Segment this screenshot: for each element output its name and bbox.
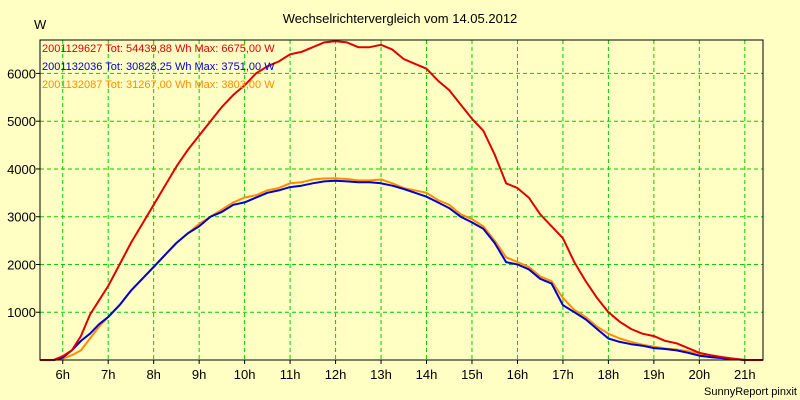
chart-title: Wechselrichtervergleich vom 14.05.2012	[283, 11, 518, 26]
legend: 2001129627 Tot: 54439,88 Wh Max: 6675,00…	[42, 43, 275, 91]
series-line	[40, 179, 763, 361]
axis-ticks: 6h 7h 8h 9h 10h 11h 12h 13h 14h 15h 16h 17h 18h 19h 20…	[7, 66, 756, 382]
grid-lines	[40, 40, 763, 360]
x-tick-label: 19h	[643, 367, 665, 382]
x-tick-label: 17h	[552, 367, 574, 382]
legend-entry: 2001132087 Tot: 31267,00 Wh Max: 3803,00…	[42, 79, 275, 91]
x-tick-label: 13h	[370, 367, 392, 382]
y-tick-label: 4000	[7, 162, 36, 177]
series-lines	[40, 40, 763, 361]
y-tick-label: 2000	[7, 257, 36, 272]
x-tick-label: 14h	[416, 367, 438, 382]
y-tick-label: 6000	[7, 66, 36, 81]
legend-entry: 2001129627 Tot: 54439,88 Wh Max: 6675,00…	[42, 43, 275, 55]
x-tick-label: 16h	[507, 367, 529, 382]
x-tick-label: 10h	[234, 367, 256, 382]
plot-frame	[39, 39, 764, 361]
x-tick-label: 11h	[280, 367, 301, 382]
x-tick-label: 20h	[688, 367, 710, 382]
legend-entry: 2001132036 Tot: 30828,25 Wh Max: 3751,00…	[42, 61, 275, 73]
x-tick-label: 6h	[56, 367, 70, 382]
y-tick-label: 3000	[7, 210, 36, 225]
x-tick-label: 7h	[101, 367, 115, 382]
footer-credit: SunnyReport pinxit	[704, 386, 797, 398]
x-tick-label: 8h	[146, 367, 160, 382]
x-tick-label: 18h	[598, 367, 620, 382]
y-tick-label: 1000	[7, 305, 36, 320]
x-tick-label: 21h	[734, 367, 756, 382]
x-tick-label: 15h	[461, 367, 483, 382]
series-line	[40, 40, 763, 361]
x-tick-label: 9h	[192, 367, 206, 382]
y-tick-label: 5000	[7, 114, 36, 129]
y-axis-label: W	[34, 17, 47, 32]
x-tick-label: 12h	[325, 367, 347, 382]
